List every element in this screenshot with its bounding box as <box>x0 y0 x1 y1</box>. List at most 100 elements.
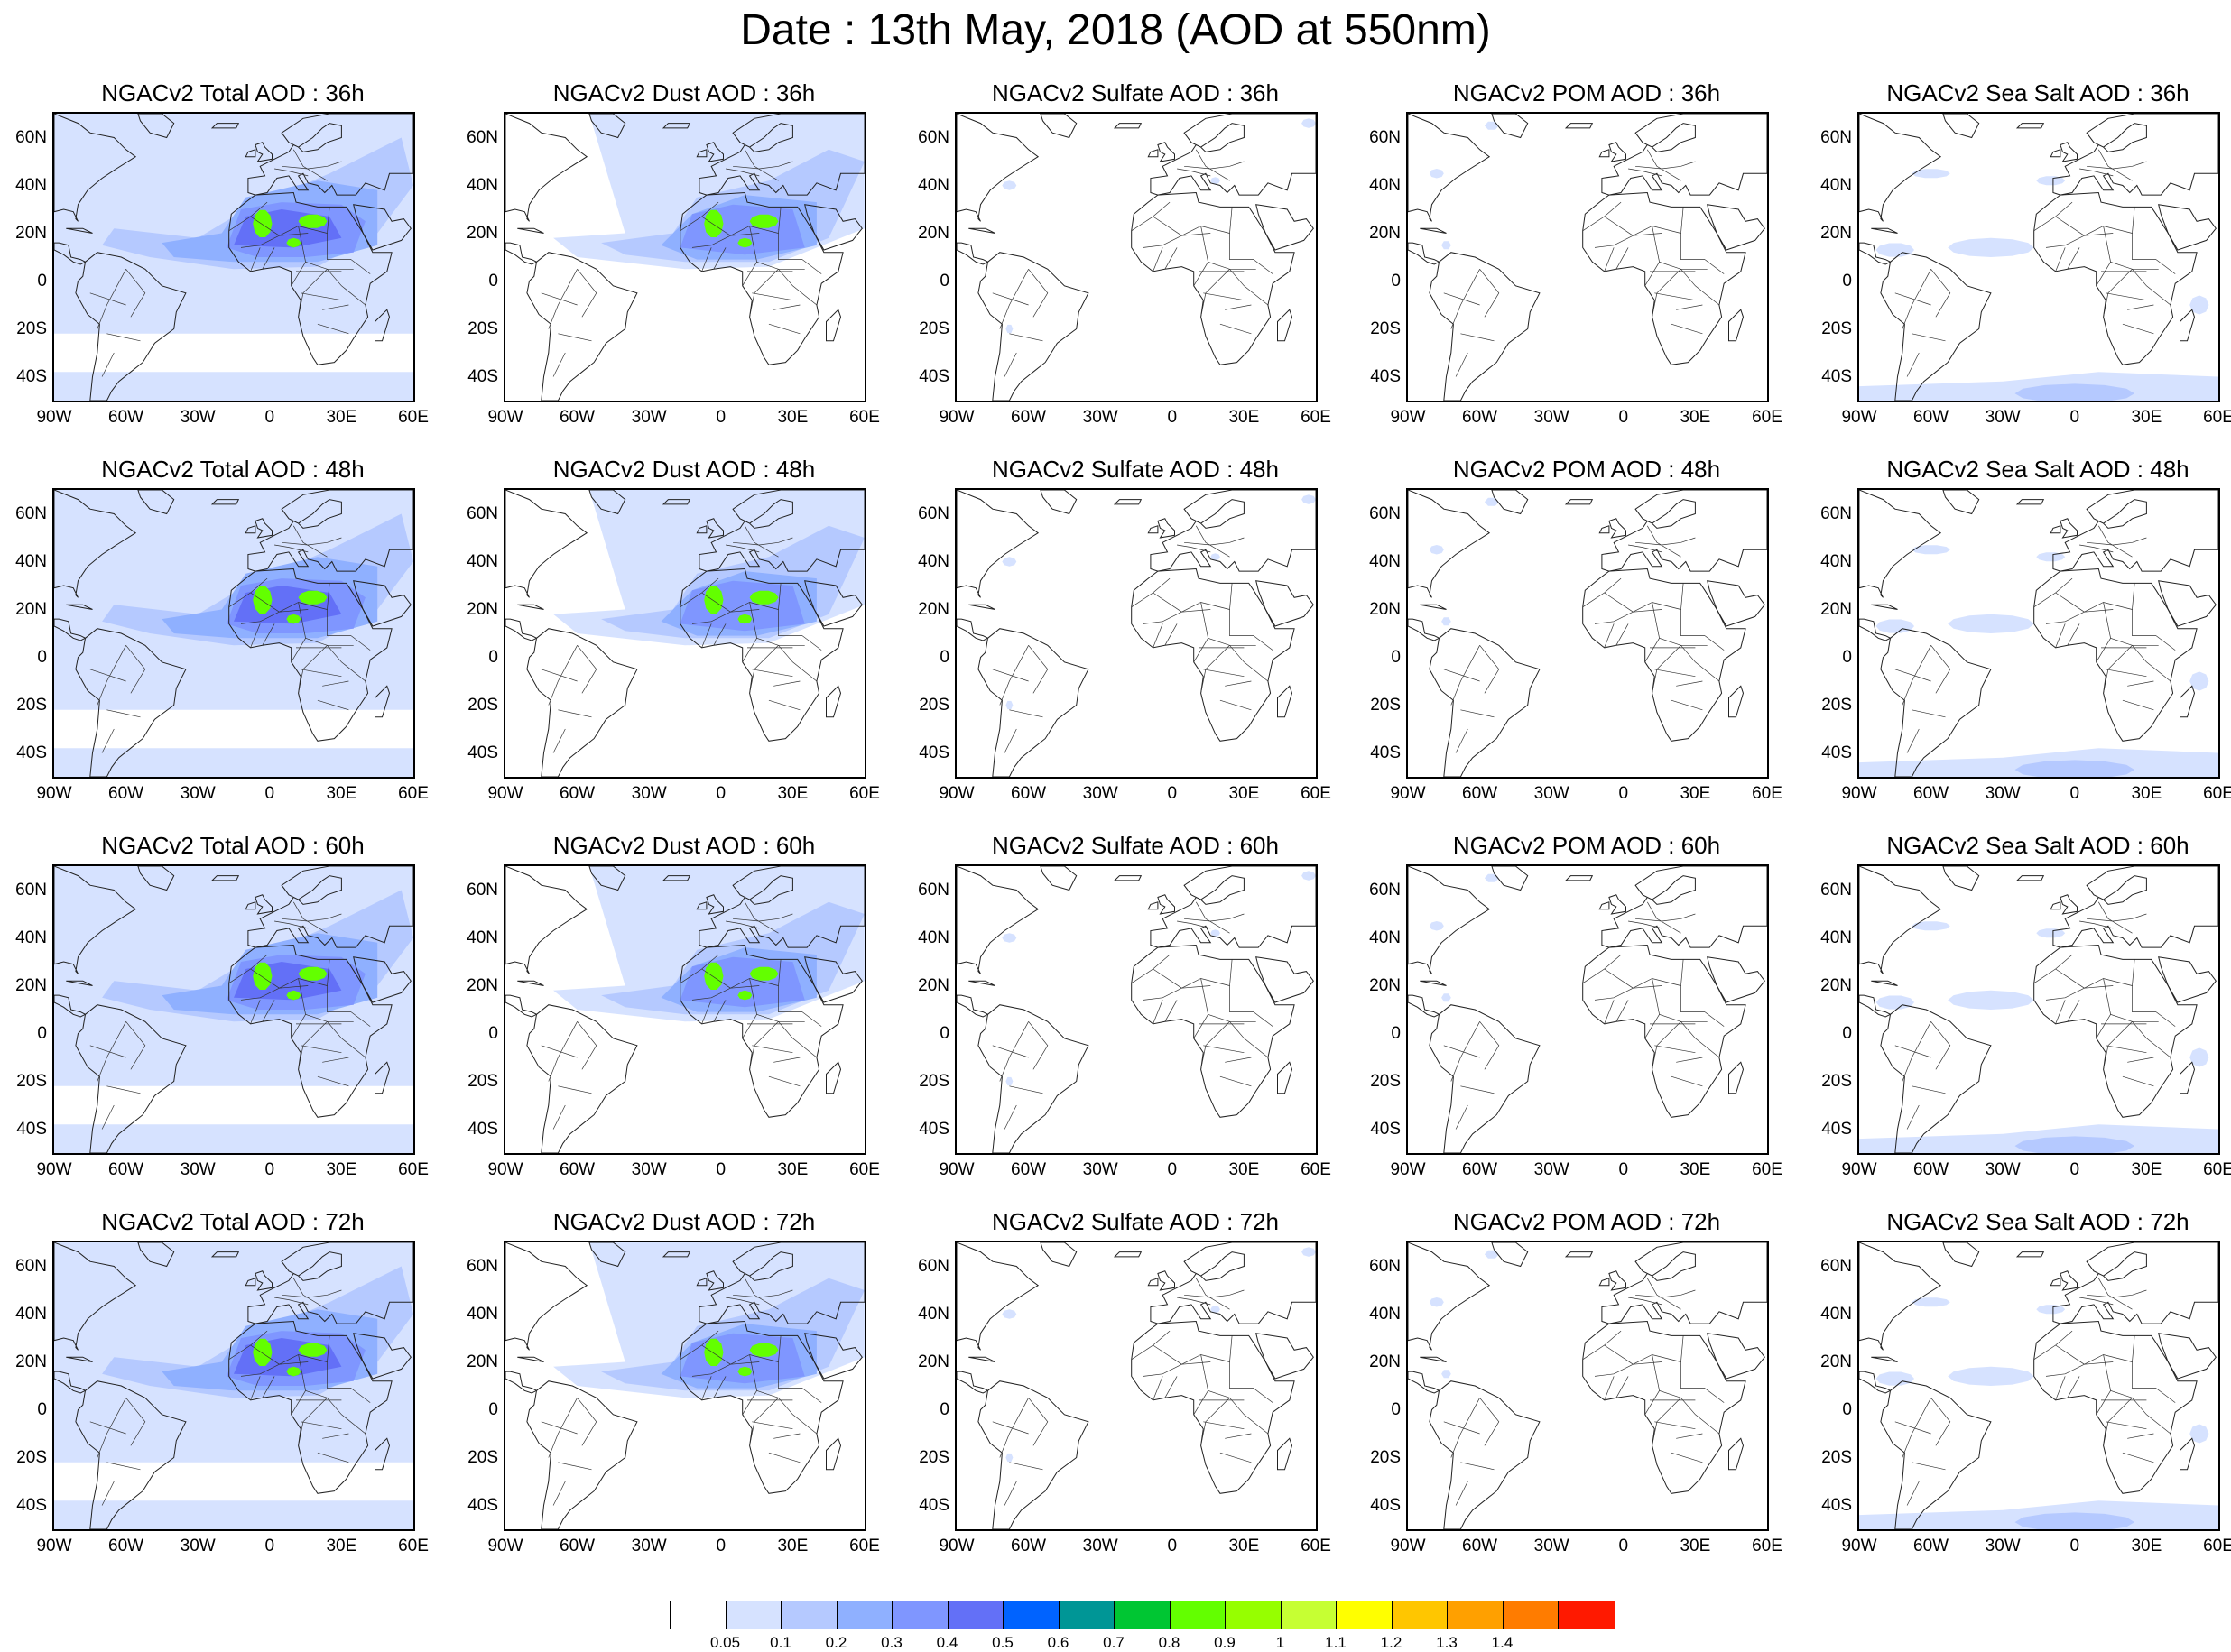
country-border <box>2097 1278 2133 1310</box>
coastline <box>1880 1380 1992 1529</box>
country-border <box>274 920 309 929</box>
country-border <box>1930 1398 1951 1446</box>
panel-title: NGACv2 Total AOD : 60h <box>101 832 365 859</box>
coastline <box>2052 490 2218 572</box>
country-border <box>1912 709 1946 718</box>
aod-shading <box>1429 921 1444 931</box>
country-border <box>1604 959 1684 989</box>
lat-tick-label: 20N <box>15 975 47 995</box>
lat-tick-label: 40S <box>1370 743 1401 762</box>
country-border <box>1450 1021 1480 1082</box>
coastline <box>1147 525 1159 534</box>
aod-shading <box>737 990 753 1001</box>
lon-tick-label: 60E <box>849 408 880 427</box>
country-border <box>262 247 275 270</box>
coastline <box>1150 866 1316 948</box>
country-border <box>1704 1011 1725 1027</box>
lat-tick-label: 20S <box>1370 1447 1401 1467</box>
country-border <box>1225 680 1252 687</box>
map-area <box>1857 112 2220 402</box>
coastline <box>1859 114 1942 222</box>
coastline <box>1408 114 1491 222</box>
coastline <box>2158 204 2217 251</box>
coastline <box>137 114 175 139</box>
coastline <box>1420 980 1447 986</box>
country-border <box>2067 623 2080 646</box>
lat-tick-label: 0 <box>1391 647 1401 667</box>
country-border <box>1644 1014 1660 1038</box>
country-border <box>301 669 342 678</box>
country-border <box>2084 1361 2114 1365</box>
country-border <box>1644 262 1660 286</box>
country-border <box>1455 1104 1468 1130</box>
aod-shading <box>1875 619 1914 633</box>
aod-shading <box>2189 1424 2209 1444</box>
coastline <box>1491 114 1529 139</box>
coastline <box>706 894 724 915</box>
country-border <box>1153 1335 1233 1365</box>
coastline <box>2052 114 2218 196</box>
map-panel: NGACv2 Total AOD : 72h 60N 40N 20N 0 20S 40S 90… <box>0 1208 451 1569</box>
country-border <box>298 978 354 1022</box>
country-border <box>749 602 805 646</box>
country-border <box>1680 645 1720 682</box>
country-border <box>768 323 801 335</box>
country-border <box>1676 1433 1703 1439</box>
country-border <box>730 1361 760 1365</box>
lon-tick-label: 30E <box>326 1160 357 1179</box>
lat-tick-label: 20S <box>919 695 949 715</box>
coastline <box>1147 901 1159 910</box>
lon-tick-label: 90W <box>36 784 72 803</box>
country-border <box>322 1433 349 1439</box>
country-border <box>106 709 141 718</box>
country-border <box>1229 1021 1269 1058</box>
lon-tick-label: 60W <box>560 1537 596 1555</box>
country-border <box>2097 901 2133 934</box>
country-border <box>680 577 719 608</box>
panel-title: NGACv2 Dust AOD : 36h <box>552 79 816 106</box>
coastline <box>1564 123 1594 129</box>
country-border <box>1219 323 1252 335</box>
lon-tick-label: 30E <box>2131 1160 2162 1179</box>
country-border <box>726 544 760 553</box>
lon-tick-label: 30W <box>1533 408 1569 427</box>
lat-tick-label: 40N <box>1820 551 1852 571</box>
panel-title: NGACv2 Dust AOD : 60h <box>552 832 816 859</box>
aod-shading <box>2014 383 2135 401</box>
country-border <box>106 333 141 342</box>
lon-tick-label: 30W <box>1533 784 1569 803</box>
lat-tick-label: 60N <box>1369 1256 1401 1276</box>
aod-shading <box>2036 928 2066 938</box>
coastline <box>1040 490 1078 515</box>
country-border <box>1582 954 1622 984</box>
coastline <box>1408 618 1440 641</box>
country-border <box>2155 635 2176 651</box>
map-area <box>955 864 1318 1155</box>
country-border <box>240 611 280 624</box>
lon-tick-label: 60E <box>1301 1537 1331 1555</box>
country-border <box>2155 1011 2176 1027</box>
country-border <box>1028 269 1049 318</box>
country-border <box>778 1361 802 1389</box>
coastline <box>1564 499 1594 505</box>
lat-tick-label: 40S <box>467 743 498 762</box>
country-border <box>1906 728 1920 753</box>
lon-tick-label: 0 <box>716 1537 727 1555</box>
lat-tick-label: 40S <box>919 1119 949 1139</box>
lon-tick-label: 60W <box>1011 784 1047 803</box>
coastline <box>1147 149 1159 158</box>
lat-tick-label: 40S <box>1821 366 1852 386</box>
aod-shading <box>1441 241 1451 250</box>
country-border <box>1443 292 1480 306</box>
country-border <box>2103 1021 2133 1070</box>
coastline <box>375 309 391 342</box>
colorbar-label: 0.05 <box>709 1634 741 1651</box>
country-border <box>1143 1363 1182 1377</box>
colorbar-label: 0.1 <box>770 1634 791 1651</box>
country-border <box>1229 985 1254 1012</box>
aod-map <box>54 866 413 1153</box>
map-panel: NGACv2 Total AOD : 60h 60N 40N 20N 0 20S 40S 90… <box>0 832 451 1193</box>
lat-tick-label: 40S <box>1370 1495 1401 1515</box>
country-border <box>2097 149 2133 181</box>
coastline <box>247 866 413 948</box>
